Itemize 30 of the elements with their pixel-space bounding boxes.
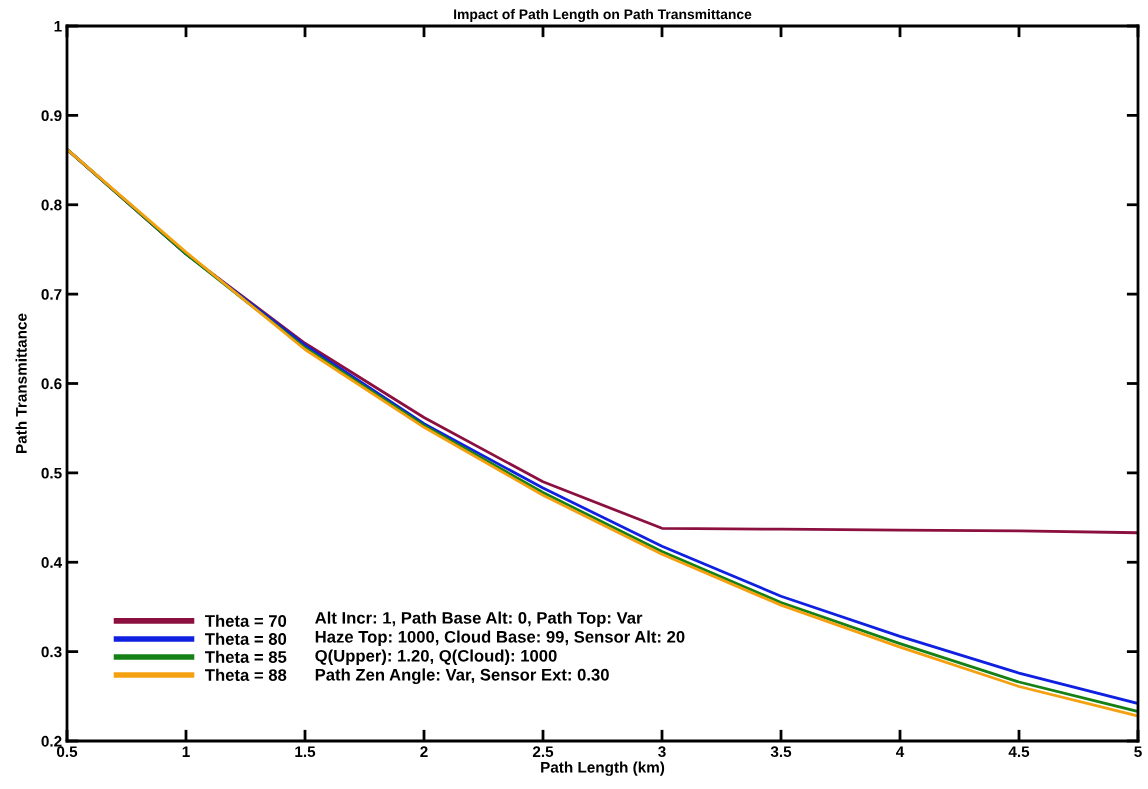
- annotation: Haze Top: 1000, Cloud Base: 99, Sensor Alt: 20: [315, 630, 685, 647]
- x-tick-label: 3.5: [770, 746, 792, 758]
- annotation: Q(Upper): 1.20, Q(Cloud): 1000: [315, 649, 557, 665]
- y-tick-label: 0.4: [41, 557, 63, 568]
- x-tick-label: 1.5: [295, 746, 316, 758]
- legend-label: Theta = 80: [205, 632, 287, 645]
- annotation: Alt Incr: 1, Path Base Alt: 0, Path Top: Var: [315, 611, 643, 628]
- y-tick-label: 0.5: [41, 467, 62, 479]
- x-tick-label: 5: [1134, 746, 1142, 758]
- y-tick-label: 0.6: [41, 378, 62, 390]
- y-tick-label: 0.2: [41, 735, 62, 747]
- annotation: Path Zen Angle: Var, Sensor Ext: 0.30: [315, 668, 609, 684]
- y-axis-title: Path Transmittance: [15, 313, 27, 453]
- x-axis-title: Path Length (km): [541, 761, 665, 776]
- x-tick-label: 4.5: [1008, 746, 1030, 758]
- x-tick-label: 1: [182, 746, 190, 757]
- y-tick-label: 0.3: [41, 646, 62, 658]
- x-tick-label: 2: [420, 746, 428, 757]
- legend-label: Theta = 70: [205, 614, 287, 627]
- legend-label: Theta = 85: [205, 650, 287, 663]
- y-tick-label: 0.7: [41, 288, 62, 300]
- x-tick-label: 0.5: [56, 746, 78, 758]
- x-tick-label: 2.5: [532, 746, 554, 758]
- y-tick-label: 0.9: [41, 110, 62, 122]
- x-tick-label: 3: [658, 746, 666, 758]
- legend-label: Theta = 88: [205, 668, 287, 681]
- chart-title: Impact of Path Length on Path Transmittance: [454, 8, 752, 22]
- y-tick-label: 1: [54, 21, 62, 32]
- y-tick-label: 0.8: [41, 199, 62, 211]
- x-tick-label: 4: [895, 746, 905, 757]
